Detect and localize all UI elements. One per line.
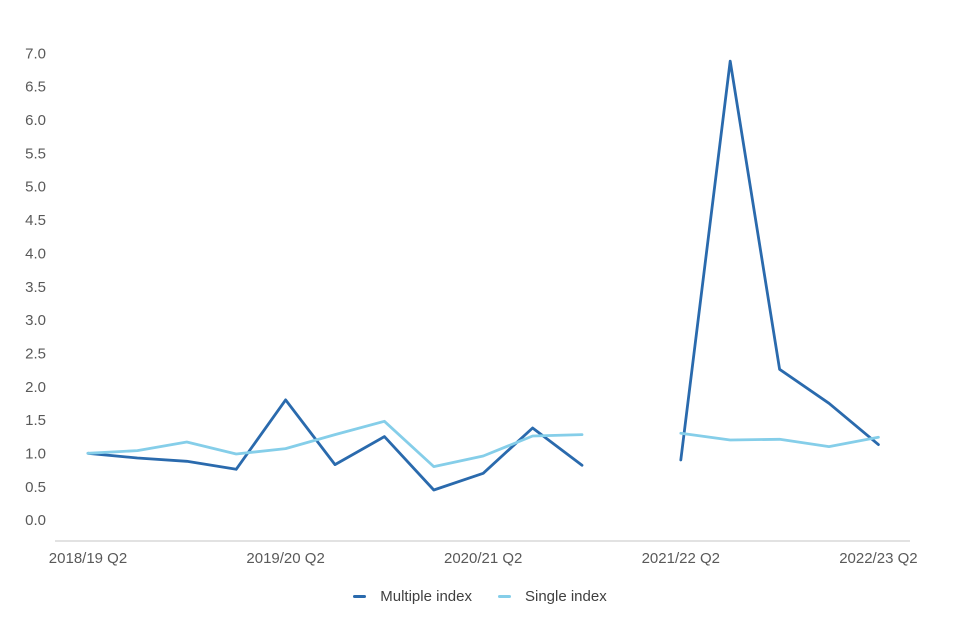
x-axis-tick-label: 2020/21 Q2 [444, 550, 522, 567]
y-axis-tick-label: 1.0 [25, 446, 46, 463]
x-axis-tick-label: 2019/20 Q2 [246, 550, 324, 567]
y-axis-tick-label: 7.0 [25, 45, 46, 62]
x-axis-tick-label: 2021/22 Q2 [642, 550, 720, 567]
single-index-legend-label: Single index [524, 587, 607, 605]
legend-item-multiple-index: Multiple index [353, 589, 472, 604]
x-axis-tick-label: 2022/23 Q2 [839, 550, 917, 567]
y-axis-tick-label: 0.0 [25, 512, 46, 529]
legend-item-single-index: Single index [497, 587, 607, 605]
y-axis-tick-label: 2.5 [25, 345, 46, 362]
y-axis-tick-label: 5.5 [25, 145, 46, 162]
multiple-index-line [679, 59, 880, 462]
y-axis-tick-label: 5.0 [25, 179, 46, 196]
y-axis-tick-label: 4.5 [25, 212, 46, 229]
single-index-line [86, 419, 584, 469]
y-axis-tick-label: 6.0 [25, 112, 46, 129]
y-axis-tick-label: 1.5 [25, 412, 46, 429]
multiple-index-line-swatch [353, 594, 367, 598]
y-axis-tick-label: 6.5 [25, 79, 46, 96]
multiple-index-legend-label: Multiple index [380, 587, 472, 605]
chart-legend: Multiple index Single index [0, 586, 960, 606]
y-axis-tick-label: 0.5 [25, 479, 46, 496]
y-axis-tick-label: 3.0 [25, 312, 46, 329]
y-axis-tick-label: 4.0 [25, 245, 46, 262]
multiple-index-line [86, 398, 584, 492]
x-axis-tick-label: 2018/19 Q2 [49, 550, 127, 567]
single-index-line-swatch [497, 594, 511, 598]
single-index-line [679, 431, 880, 449]
y-axis-tick-label: 2.0 [25, 379, 46, 396]
y-axis-tick-label: 3.5 [25, 279, 46, 296]
